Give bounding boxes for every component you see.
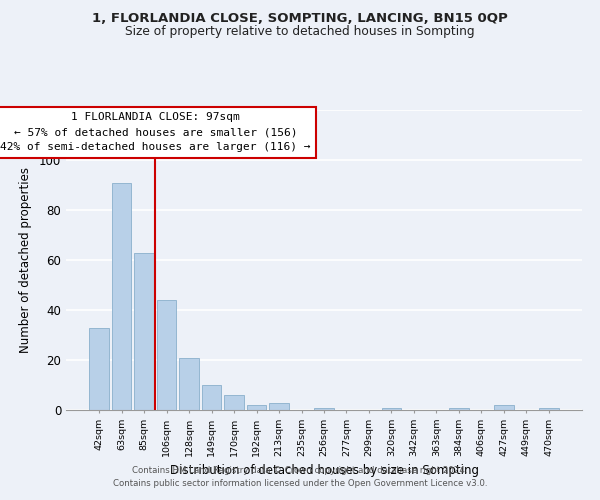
Bar bbox=[89, 328, 109, 410]
Bar bbox=[202, 385, 221, 410]
X-axis label: Distribution of detached houses by size in Sompting: Distribution of detached houses by size … bbox=[170, 464, 479, 477]
Bar bbox=[157, 300, 176, 410]
Text: Size of property relative to detached houses in Sompting: Size of property relative to detached ho… bbox=[125, 25, 475, 38]
Bar bbox=[247, 405, 266, 410]
Bar bbox=[224, 395, 244, 410]
Bar bbox=[539, 408, 559, 410]
Y-axis label: Number of detached properties: Number of detached properties bbox=[19, 167, 32, 353]
Bar bbox=[449, 408, 469, 410]
Bar bbox=[494, 405, 514, 410]
Bar bbox=[179, 358, 199, 410]
Bar bbox=[382, 408, 401, 410]
Bar bbox=[134, 252, 154, 410]
Text: Contains HM Land Registry data © Crown copyright and database right 2024.
Contai: Contains HM Land Registry data © Crown c… bbox=[113, 466, 487, 487]
Text: 1 FLORLANDIA CLOSE: 97sqm
← 57% of detached houses are smaller (156)
42% of semi: 1 FLORLANDIA CLOSE: 97sqm ← 57% of detac… bbox=[0, 112, 311, 152]
Bar bbox=[314, 408, 334, 410]
Text: 1, FLORLANDIA CLOSE, SOMPTING, LANCING, BN15 0QP: 1, FLORLANDIA CLOSE, SOMPTING, LANCING, … bbox=[92, 12, 508, 26]
Bar bbox=[112, 182, 131, 410]
Bar bbox=[269, 402, 289, 410]
